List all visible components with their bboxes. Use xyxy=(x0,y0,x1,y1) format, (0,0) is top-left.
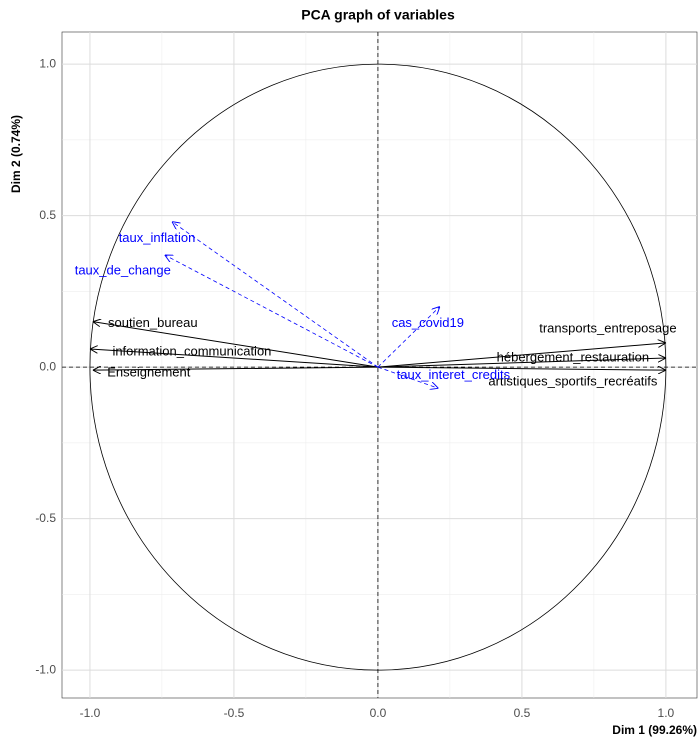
variable-arrow xyxy=(90,349,378,368)
x-axis-label: Dim 1 (99.26%) xyxy=(612,723,697,737)
x-tick-label: 1.0 xyxy=(658,706,675,720)
plot-panel xyxy=(61,31,698,699)
variable-label: soutien_bureau xyxy=(108,315,198,330)
variable-label: information_communication xyxy=(112,343,271,358)
variable-label: hébergement_restauration xyxy=(497,349,650,364)
variable-arrow xyxy=(377,307,440,368)
variable-arrow xyxy=(165,255,379,368)
variable-arrow xyxy=(377,366,438,388)
variable-arrow xyxy=(93,322,378,368)
variable-arrow xyxy=(377,358,666,368)
variable-arrow xyxy=(377,343,666,368)
y-axis-label: Dim 2 (0.74%) xyxy=(9,115,23,193)
variable-label: artistiques_sportifs_recréatifs xyxy=(488,374,658,389)
chart-title: PCA graph of variables xyxy=(301,7,455,23)
variable-label: taux_de_change xyxy=(75,262,171,277)
y-tick-label: -0.5 xyxy=(35,511,56,525)
variable-label: cas_covid19 xyxy=(392,315,464,330)
variable-arrow xyxy=(377,367,666,370)
x-tick-label: 0.0 xyxy=(370,706,387,720)
y-tick-label: 0.0 xyxy=(39,359,56,373)
x-tick-label: -1.0 xyxy=(80,706,101,720)
y-tick-label: -1.0 xyxy=(35,662,56,676)
variable-label: taux_inflation xyxy=(119,230,196,245)
variable-label: transports_entreposage xyxy=(539,320,676,335)
variable-label: taux_interet_credits xyxy=(397,367,511,382)
variable-label: Enseignement xyxy=(107,365,190,380)
x-tick-label: 0.5 xyxy=(514,706,531,720)
variable-arrow xyxy=(93,367,378,370)
y-tick-label: 1.0 xyxy=(39,56,56,70)
x-tick-label: -0.5 xyxy=(224,706,245,720)
variable-arrow xyxy=(172,222,379,368)
y-tick-label: 0.5 xyxy=(39,208,56,222)
